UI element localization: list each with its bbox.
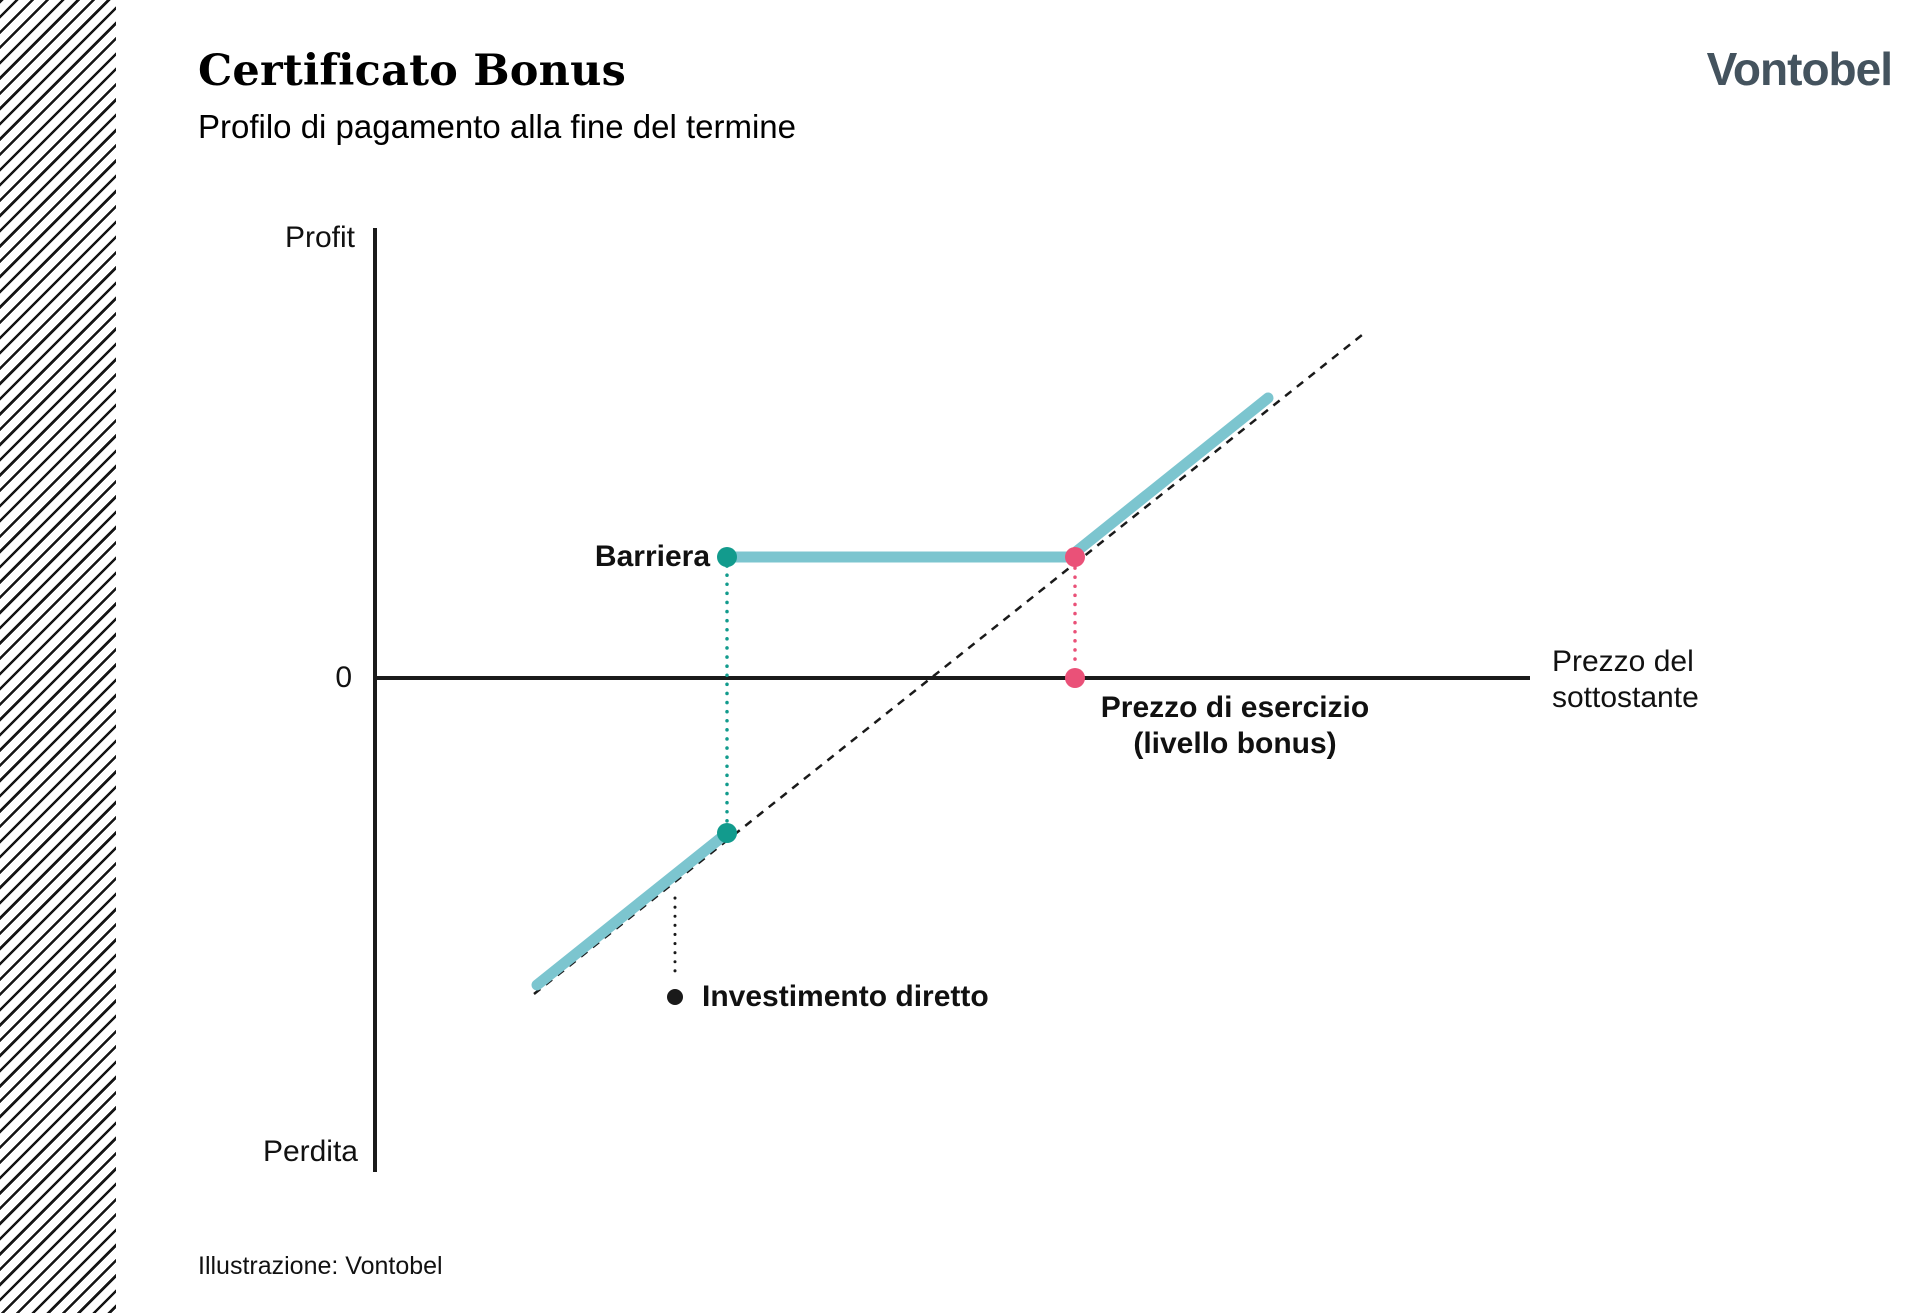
x-axis-label-line2: sottostante [1552, 681, 1699, 714]
barrier-dot-bonus-level [717, 547, 737, 567]
page-title: Certificato Bonus [198, 46, 626, 96]
direct-investment-label: Investimento diretto [702, 980, 989, 1013]
strike-label: Prezzo di esercizio (livello bonus) [1035, 690, 1435, 762]
barrier-label: Barriera [594, 540, 710, 573]
vontobel-logo: Vontobel [1706, 43, 1893, 95]
x-axis-label: Prezzo del sottostante [1552, 644, 1699, 716]
strike-label-line1: Prezzo di esercizio [1100, 691, 1370, 724]
payoff-segment-below-barrier [531, 827, 733, 991]
underlying-dashed-line [533, 330, 1368, 995]
payoff-segment-above-strike [1071, 392, 1274, 557]
strike-dot-on-axis [1065, 668, 1085, 688]
strike-dot-bonus-level [1065, 547, 1085, 567]
y-axis-top-label: Profit [284, 221, 355, 254]
strike-label-line2: (livello bonus) [1133, 727, 1337, 760]
x-axis-label-line1: Prezzo del [1552, 645, 1694, 678]
barrier-dot-on-underlying [717, 823, 737, 843]
illustration-credit: Illustrazione: Vontobel [198, 1252, 443, 1280]
page-subtitle: Profilo di pagamento alla fine del termi… [198, 108, 797, 145]
y-axis-bottom-label: Perdita [262, 1135, 358, 1168]
origin-label: 0 [335, 661, 352, 694]
direct-investment-dot [667, 989, 683, 1005]
decorative-hatch-stripe [0, 0, 116, 1313]
